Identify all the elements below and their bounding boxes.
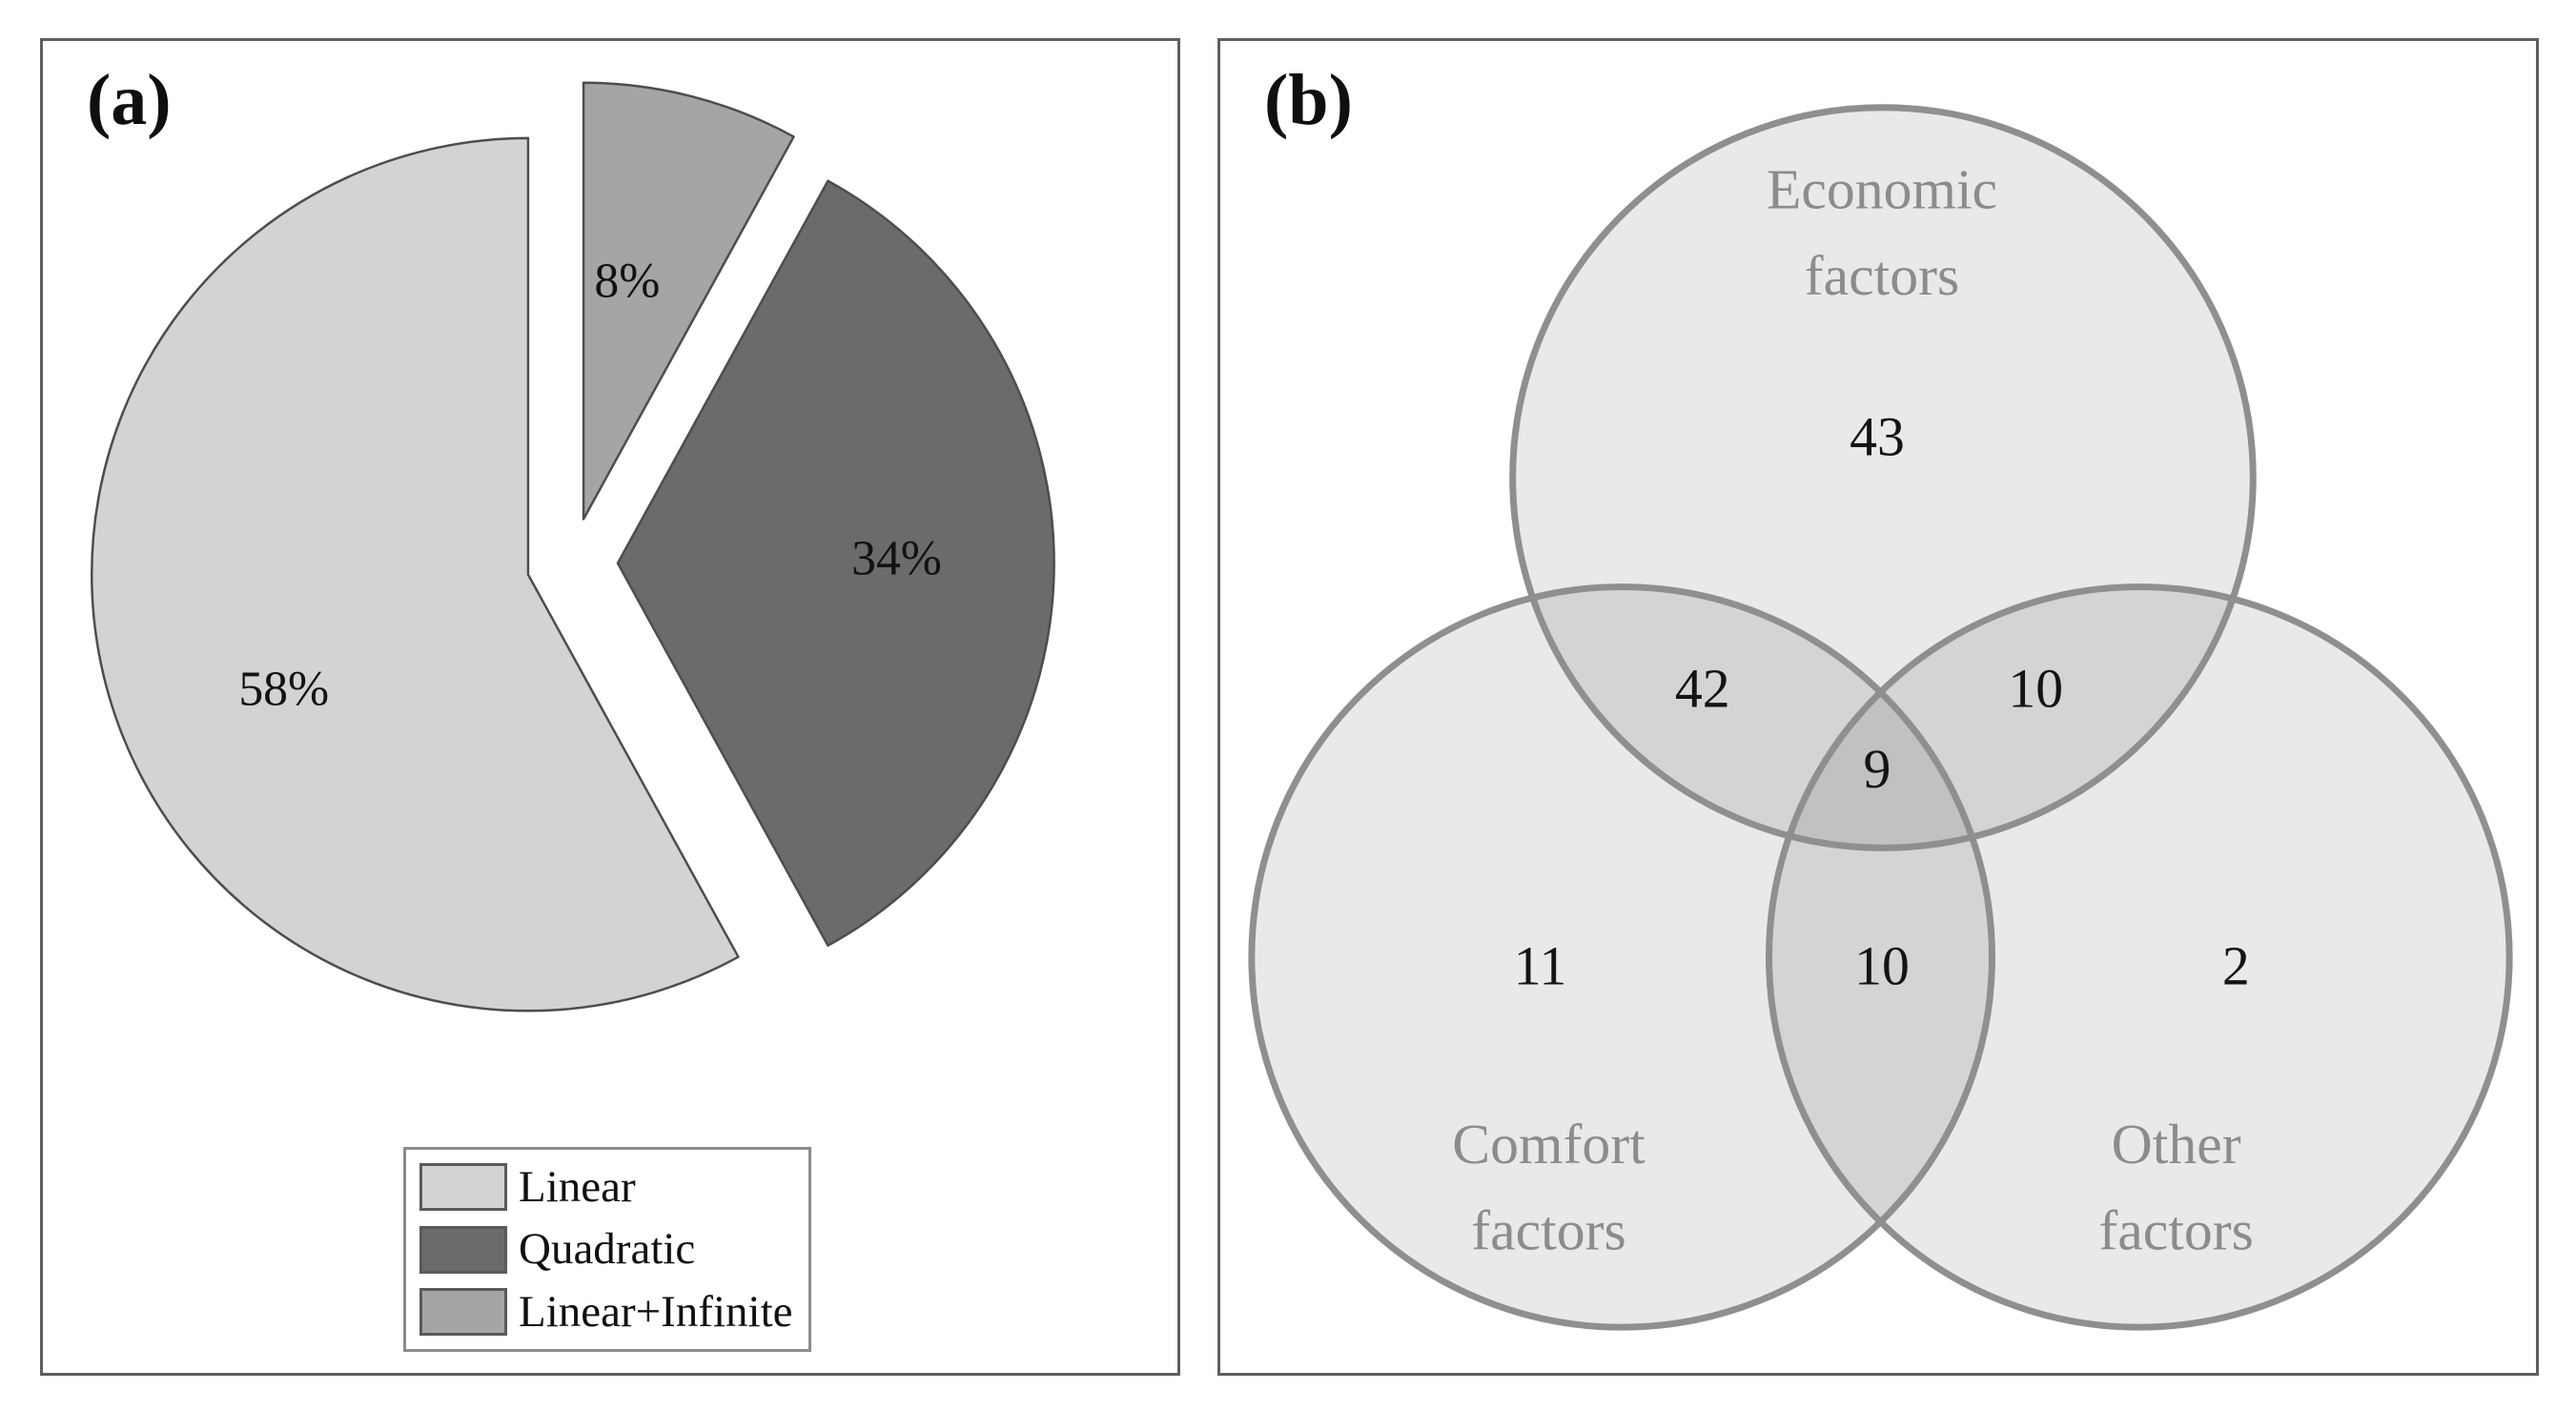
economic-factors-label-line2: factors bbox=[1805, 244, 1960, 307]
legend-item-quadratic: Quadratic bbox=[419, 1224, 799, 1274]
pie-slice-linear bbox=[91, 136, 740, 1012]
pie-legend: Linear Quadratic Linear+Infinite bbox=[403, 1147, 811, 1352]
legend-label-linear-infinite: Linear+Infinite bbox=[519, 1286, 793, 1337]
venn-count-economic-only: 43 bbox=[1850, 408, 1905, 468]
economic-factors-label-line1: Economic bbox=[1767, 157, 1997, 220]
panel-b-label: (b) bbox=[1264, 60, 1353, 140]
comfort-factors-label-line1: Comfort bbox=[1452, 1113, 1646, 1176]
pie-slice-linear-infinite bbox=[582, 81, 795, 521]
pie-slice-quadratic bbox=[616, 179, 1055, 948]
economic-factors-circle-fill bbox=[1512, 107, 2254, 849]
other-factors-label-line1: Other bbox=[2112, 1113, 2241, 1176]
venn-count-comfort-only: 11 bbox=[1514, 936, 1567, 996]
legend-label-quadratic: Quadratic bbox=[519, 1224, 696, 1274]
pie-value-label-34: 34% bbox=[851, 531, 942, 585]
other-factors-circle-fill bbox=[1768, 586, 2510, 1328]
legend-item-linear-infinite: Linear+Infinite bbox=[419, 1288, 799, 1336]
legend-item-linear: Linear bbox=[419, 1163, 799, 1211]
pie-value-label-58: 58% bbox=[238, 663, 329, 717]
economic-factors-circle-outline bbox=[1509, 104, 2257, 851]
legend-label-linear: Linear bbox=[519, 1161, 636, 1212]
comfort-factors-label-line2: factors bbox=[1471, 1199, 1626, 1262]
venn-count-economic-comfort: 42 bbox=[1675, 660, 1730, 720]
other-factors-circle-outline bbox=[1766, 583, 2513, 1331]
panel-a-label: (a) bbox=[87, 60, 172, 140]
pie-value-label-8: 8% bbox=[594, 255, 660, 309]
comfort-factors-circle-fill bbox=[1251, 586, 1993, 1328]
venn-diagram: Economic factors Comfort factors Other f… bbox=[1248, 104, 2513, 1331]
legend-swatch-linear-infinite bbox=[419, 1288, 507, 1336]
venn-count-other-only: 2 bbox=[2222, 936, 2250, 996]
comfort-factors-circle-outline bbox=[1248, 583, 1995, 1331]
venn-count-all-three: 9 bbox=[1864, 740, 1891, 800]
panel-a: 8% 34% 58% (a) Linear Quadratic Linear+Inf… bbox=[40, 38, 1180, 1376]
other-factors-label-line2: factors bbox=[2098, 1199, 2254, 1262]
legend-swatch-linear bbox=[419, 1163, 507, 1211]
pie-chart: 8% 34% 58% bbox=[91, 81, 1055, 1012]
legend-swatch-quadratic bbox=[419, 1225, 507, 1274]
venn-count-comfort-other: 10 bbox=[1854, 936, 1910, 996]
panel-b: Economic factors Comfort factors Other f… bbox=[1217, 38, 2539, 1376]
venn-count-economic-other: 10 bbox=[2008, 660, 2063, 720]
